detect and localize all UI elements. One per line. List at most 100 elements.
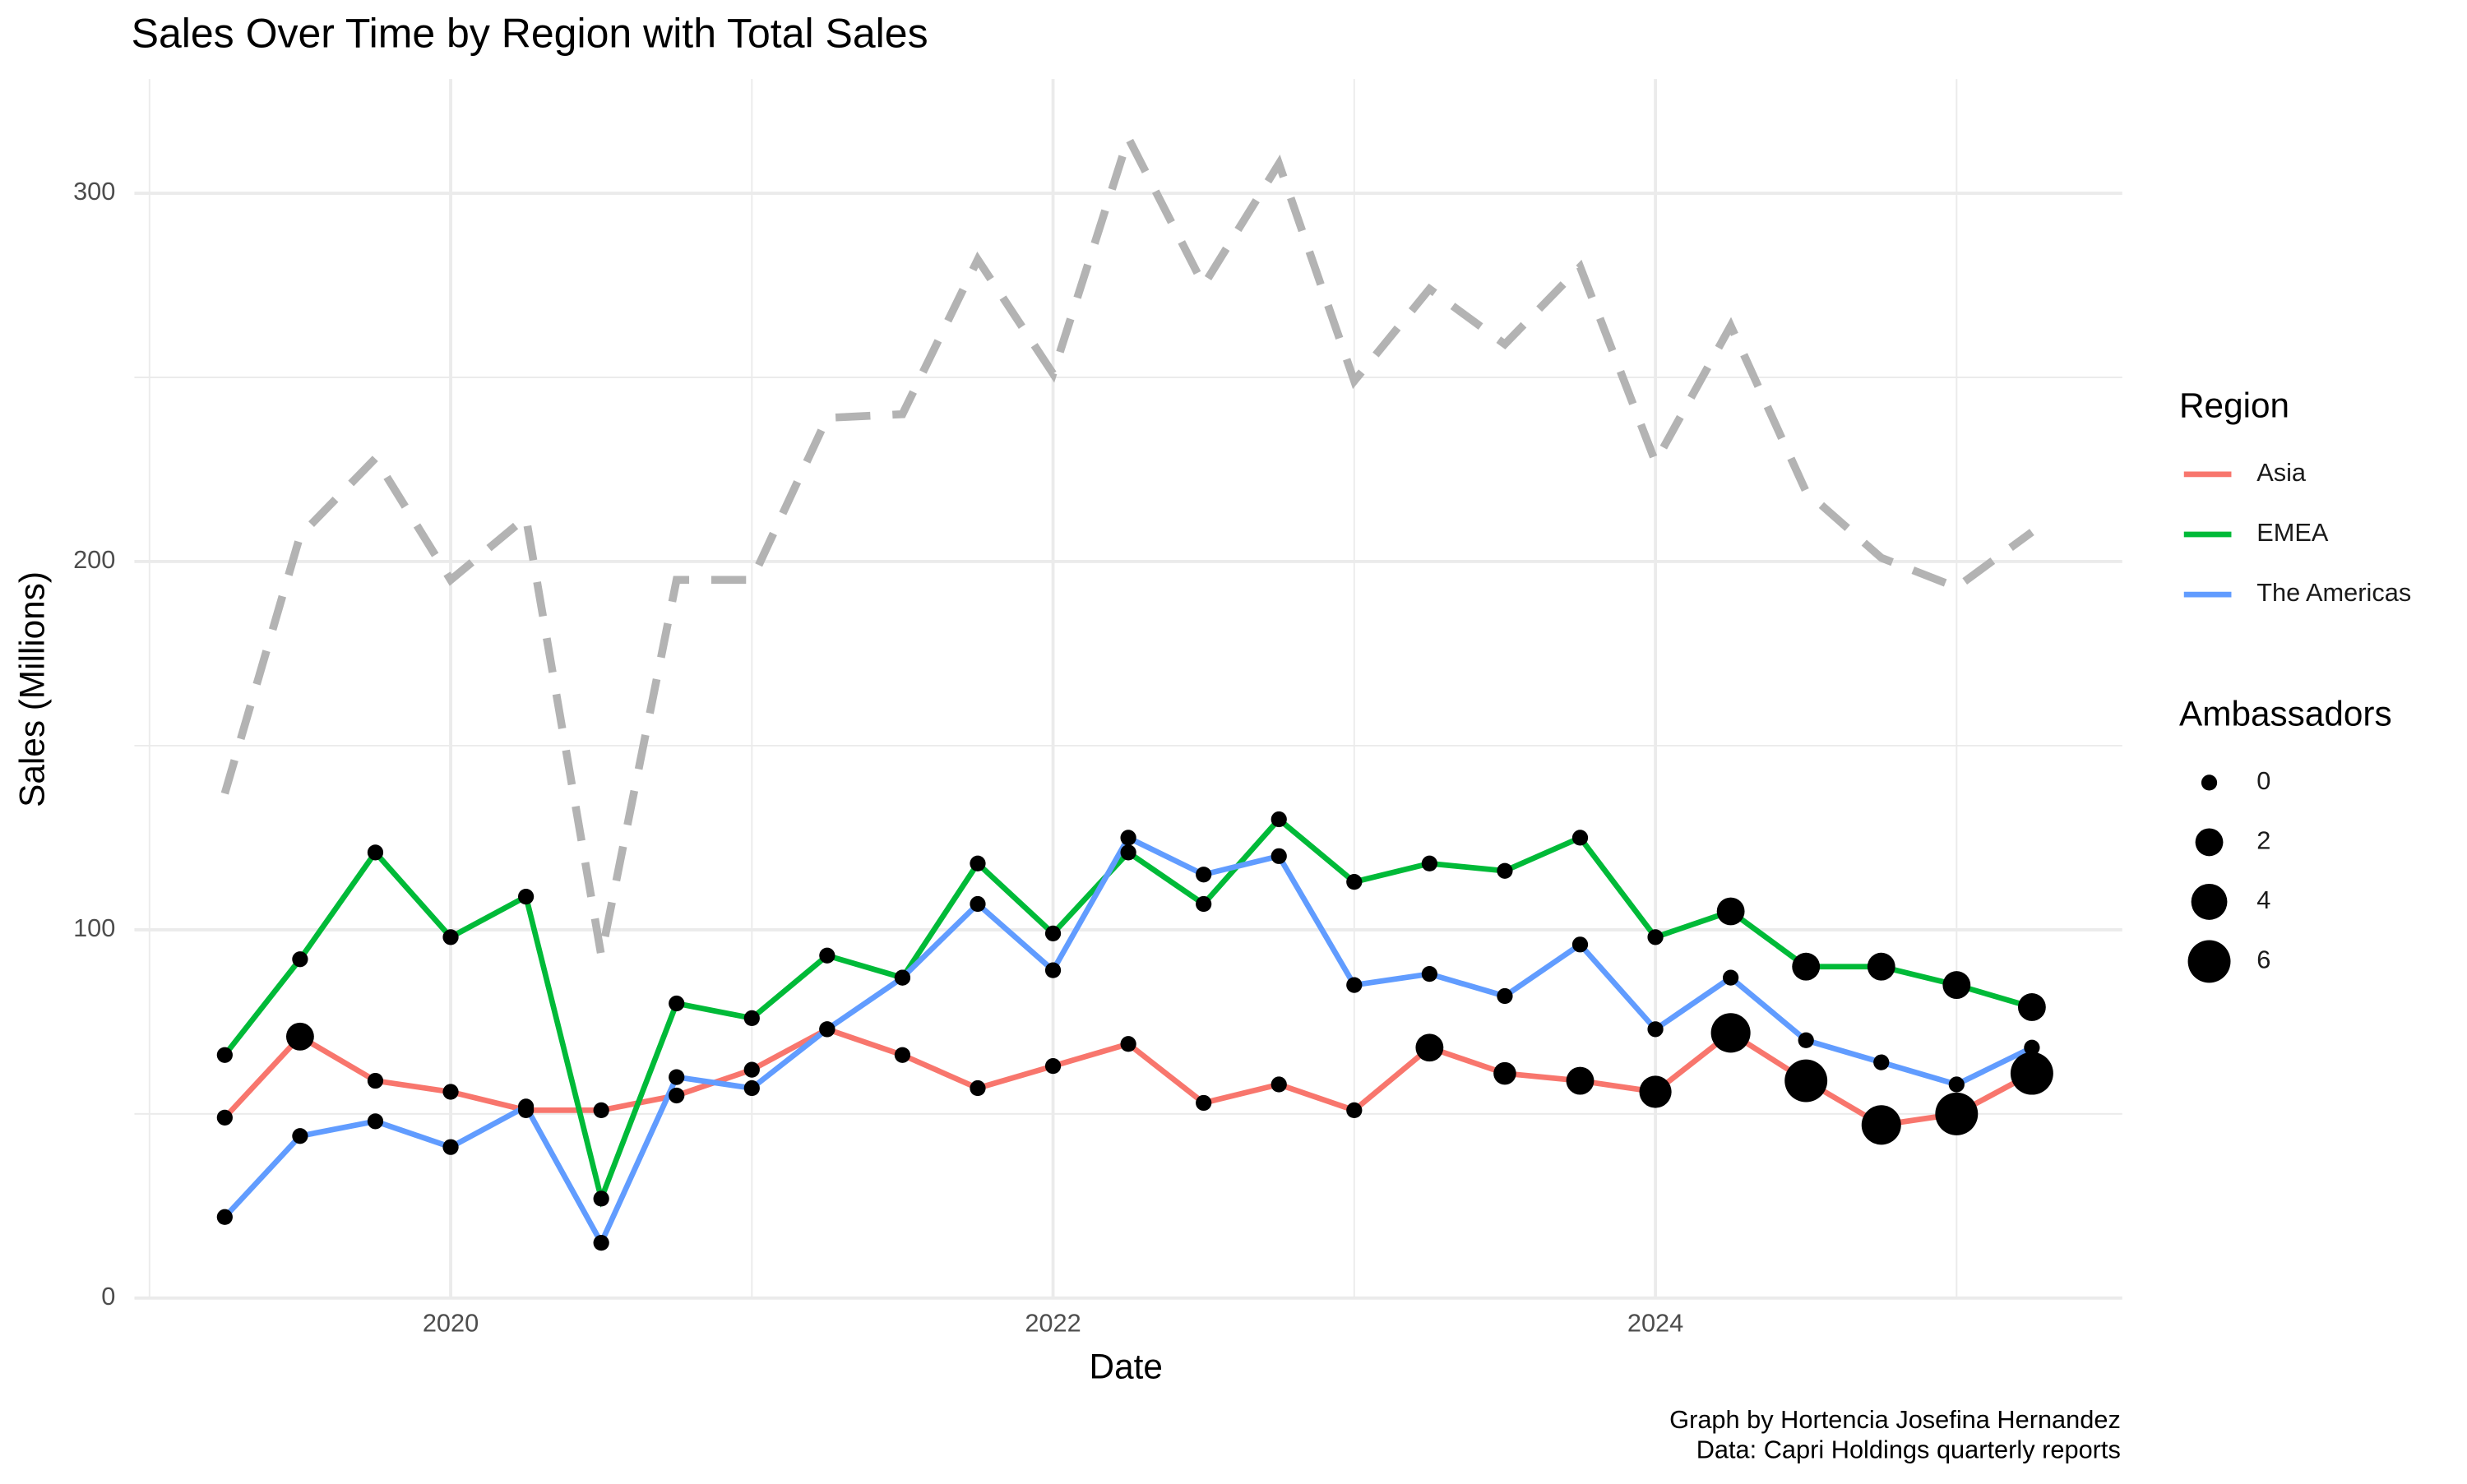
size-legend-dot [2191, 884, 2228, 920]
data-point [517, 888, 535, 905]
data-point [1271, 1076, 1287, 1093]
size-legend-label: 6 [2256, 945, 2270, 974]
data-point [743, 1079, 760, 1097]
data-point [442, 1084, 459, 1100]
data-point [292, 951, 308, 968]
y-axis-label: Sales (Millions) [12, 571, 51, 807]
size-legend-label: 4 [2256, 885, 2270, 914]
y-tick-label: 200 [73, 545, 115, 574]
data-point [1647, 1021, 1664, 1038]
data-point [1497, 862, 1513, 879]
caption: Graph by Hortencia Josefina Hernandez [1669, 1405, 2121, 1434]
data-point [216, 1209, 233, 1225]
data-point [1873, 1054, 1890, 1070]
data-point [367, 1072, 384, 1089]
data-point [1798, 1032, 1814, 1048]
data-point [593, 1102, 609, 1119]
y-tick-label: 300 [73, 177, 115, 206]
data-point [285, 1022, 314, 1051]
data-point [1716, 897, 1745, 926]
data-point [1120, 1036, 1136, 1052]
data-point [1792, 952, 1821, 981]
data-point [819, 947, 835, 964]
data-point [1120, 844, 1136, 861]
data-point [1044, 962, 1062, 978]
data-point [1566, 1066, 1595, 1095]
x-tick-label: 2024 [1627, 1309, 1683, 1338]
total-line [220, 127, 2034, 957]
data-point [442, 929, 459, 945]
data-point [517, 1098, 535, 1115]
data-point [970, 1079, 986, 1097]
x-tick-label: 2022 [1025, 1309, 1081, 1338]
size-legend-label: 2 [2256, 826, 2270, 855]
y-tick-label: 100 [73, 913, 115, 942]
data-point [743, 1061, 760, 1078]
data-point [1044, 925, 1062, 941]
data-point [1639, 1075, 1672, 1108]
data-point [894, 1047, 911, 1063]
data-point [593, 1235, 609, 1251]
legend-label: The Americas [2256, 578, 2411, 607]
size-legend-label: 0 [2256, 766, 2270, 795]
data-point [970, 855, 986, 871]
data-point [216, 1109, 233, 1126]
data-point [970, 895, 986, 913]
data-point [367, 844, 384, 861]
x-axis-label: Date [1090, 1348, 1163, 1386]
data-point [1571, 936, 1589, 953]
data-point [1196, 867, 1212, 883]
data-point [1935, 1092, 1979, 1135]
legend-title: Region [2179, 386, 2289, 424]
data-point [1044, 1058, 1062, 1075]
data-point [1571, 830, 1589, 846]
legend-label: Asia [2256, 458, 2307, 487]
data-point [1421, 855, 1437, 871]
x-tick-label: 2020 [423, 1309, 479, 1338]
data-point [2010, 1052, 2053, 1095]
data-point [1421, 966, 1437, 982]
y-tick-label: 0 [101, 1282, 115, 1311]
data-point [593, 1190, 609, 1207]
data-point [894, 969, 911, 986]
chart-title: Sales Over Time by Region with Total Sal… [132, 10, 928, 56]
data-point [1346, 874, 1363, 890]
data-point [669, 1069, 685, 1085]
size-legend-dot [2201, 774, 2218, 791]
data-point [1271, 848, 1287, 864]
data-point [1647, 929, 1664, 945]
data-point [669, 1087, 685, 1104]
data-point [669, 995, 685, 1012]
data-point [1196, 1094, 1212, 1112]
data-point [367, 1113, 384, 1130]
data-point [1723, 969, 1739, 986]
size-legend-dot [2187, 940, 2231, 983]
data-point [442, 1139, 459, 1155]
size-legend-dot [2195, 828, 2224, 857]
data-point [1346, 1102, 1363, 1119]
size-legend-title: Ambassadors [2179, 694, 2392, 733]
data-point [2017, 993, 2046, 1021]
data-point [1196, 895, 1212, 913]
data-point [1710, 1013, 1751, 1053]
data-point [1271, 811, 1287, 828]
data-point [1497, 987, 1513, 1005]
data-point [743, 1010, 760, 1027]
caption: Data: Capri Holdings quarterly reports [1696, 1435, 2121, 1464]
data-point [2024, 1039, 2040, 1056]
data-point [1120, 830, 1136, 846]
data-point [819, 1021, 835, 1038]
data-point [1861, 1105, 1901, 1145]
legend-label: EMEA [2256, 518, 2329, 547]
data-point [1346, 977, 1363, 993]
data-point [1948, 1076, 1965, 1093]
data-point [1942, 971, 1971, 1000]
data-point [292, 1128, 308, 1144]
data-point [1784, 1059, 1828, 1103]
data-point [1415, 1033, 1444, 1062]
data-point [1493, 1061, 1516, 1085]
data-point [1867, 952, 1895, 981]
